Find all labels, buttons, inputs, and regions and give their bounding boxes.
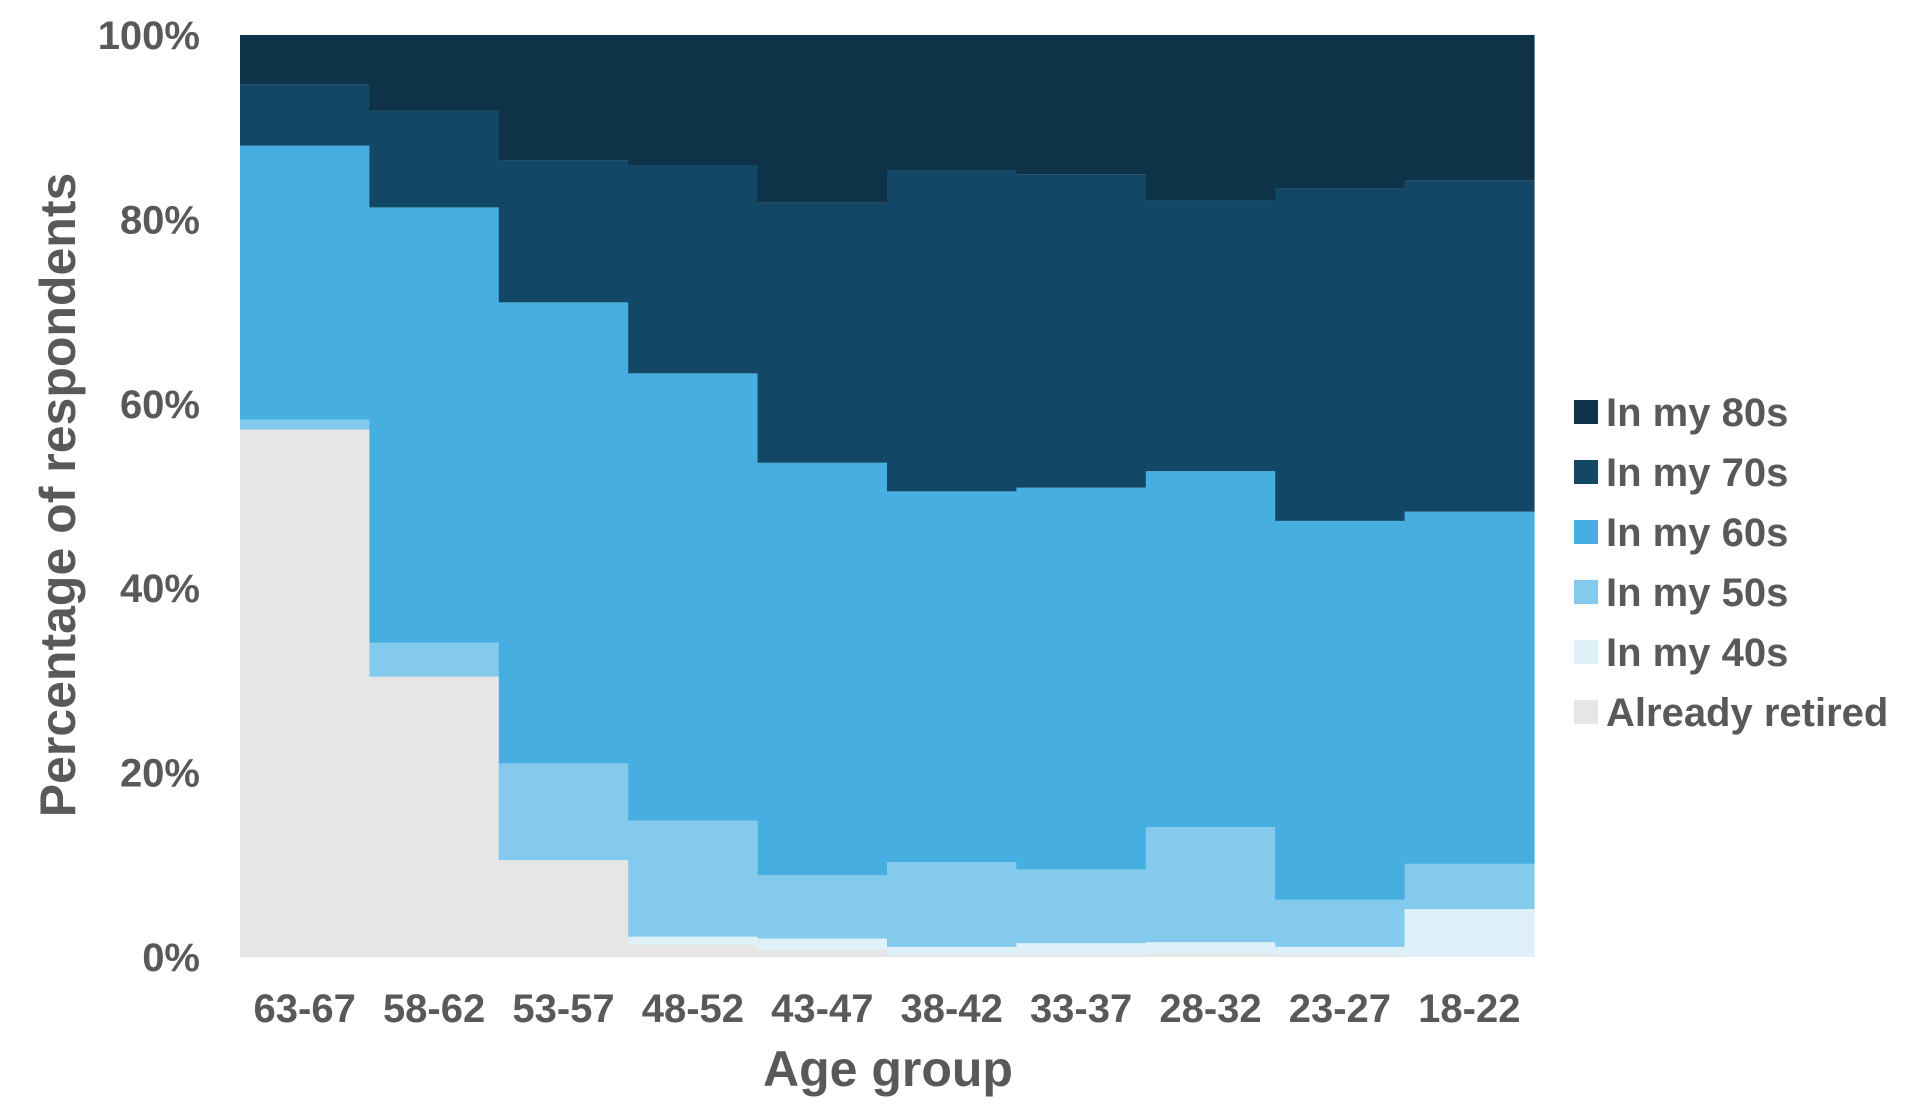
bar-segment-in-my-70s-38-42	[887, 170, 1017, 492]
legend-swatch	[1574, 400, 1598, 424]
x-tick-label: 38-42	[901, 987, 1003, 1031]
bar-segment-in-my-60s-53-57	[498, 302, 629, 764]
legend-label: In my 60s	[1606, 511, 1788, 555]
bar-segment-in-my-60s-63-67	[240, 145, 370, 420]
bar-segment-in-my-50s-58-62	[369, 642, 500, 677]
x-tick-label: 48-52	[642, 987, 744, 1031]
legend-swatch	[1574, 580, 1598, 604]
bar-segment-already-retired-28-32	[1145, 953, 1276, 957]
bar-segment-in-my-40s-38-42	[887, 946, 1017, 956]
bar-segment-in-my-60s-38-42	[887, 491, 1017, 863]
y-axis-title: Percentage of respondents	[30, 173, 86, 818]
bar-segment-in-my-80s-63-67	[240, 35, 370, 85]
x-tick-label: 23-27	[1289, 987, 1391, 1031]
bar-segment-in-my-80s-18-22	[1404, 35, 1535, 181]
bar-segment-in-my-50s-23-27	[1275, 899, 1406, 947]
legend-label: In my 40s	[1606, 631, 1788, 675]
x-tick-label: 53-57	[512, 987, 614, 1031]
y-axis-ticks: 0% 20% 40% 60% 80% 100%	[98, 14, 200, 980]
bar-segment-in-my-50s-28-32	[1145, 827, 1276, 943]
bar-segment-already-retired-43-47	[757, 949, 888, 957]
x-tick-label: 63-67	[254, 987, 356, 1031]
bar-segment-in-my-70s-33-37	[1016, 174, 1147, 488]
legend-swatch	[1574, 520, 1598, 544]
bar-segment-in-my-50s-33-37	[1016, 869, 1147, 944]
bar-segment-in-my-80s-53-57	[498, 35, 629, 161]
legend-label: In my 50s	[1606, 571, 1788, 615]
bar-segment-in-my-60s-43-47	[757, 462, 888, 875]
bar-segment-in-my-80s-28-32	[1145, 35, 1276, 201]
bar-segment-in-my-40s-48-52	[628, 936, 759, 946]
y-tick-label: 100%	[98, 14, 200, 58]
bar-segment-in-my-80s-38-42	[887, 35, 1017, 171]
x-tick-label: 33-37	[1030, 987, 1132, 1031]
bar-segment-in-my-70s-63-67	[240, 84, 370, 146]
bar-segment-in-my-40s-18-22	[1404, 909, 1535, 957]
bar-segment-in-my-70s-23-27	[1275, 188, 1406, 521]
bar-segment-already-retired-63-67	[240, 429, 370, 957]
bar-segment-in-my-50s-43-47	[757, 874, 888, 939]
bar-segment-in-my-50s-48-52	[628, 820, 759, 937]
bar-segment-in-my-40s-33-37	[1016, 943, 1147, 956]
bar-segment-in-my-60s-28-32	[1145, 471, 1276, 827]
bar-segment-in-my-80s-48-52	[628, 35, 759, 165]
bar-segment-in-my-40s-28-32	[1145, 942, 1276, 954]
bar-segment-in-my-70s-28-32	[1145, 200, 1276, 472]
bar-segment-in-my-40s-23-27	[1275, 946, 1406, 956]
y-tick-label: 80%	[120, 198, 200, 242]
legend-swatch	[1574, 460, 1598, 484]
y-tick-label: 0%	[142, 936, 200, 980]
bar-segment-in-my-60s-48-52	[628, 373, 759, 821]
legend-swatch	[1574, 640, 1598, 664]
bar-segment-in-my-80s-43-47	[757, 35, 888, 203]
bar-segment-in-my-60s-33-37	[1016, 487, 1147, 870]
legend-label: In my 70s	[1606, 451, 1788, 495]
legend: In my 80s In my 70s In my 60s In my 50s In m…	[1574, 391, 1888, 735]
x-axis-title: Age group	[763, 1041, 1013, 1097]
bar-segment-in-my-70s-48-52	[628, 165, 759, 374]
bar-segment-in-my-60s-18-22	[1404, 511, 1535, 864]
bar-segment-already-retired-33-37	[1016, 955, 1147, 957]
legend-swatch	[1574, 700, 1598, 724]
bar-segment-in-my-70s-53-57	[498, 160, 629, 303]
bar-segment-in-my-60s-58-62	[369, 207, 500, 643]
bar-segment-already-retired-48-52	[628, 945, 759, 957]
legend-label: In my 80s	[1606, 391, 1788, 435]
x-tick-label: 58-62	[383, 987, 485, 1031]
bar-segment-in-my-50s-18-22	[1404, 863, 1535, 910]
bar-segment-already-retired-58-62	[369, 676, 500, 957]
x-tick-label: 18-22	[1418, 987, 1520, 1031]
y-tick-label: 60%	[120, 383, 200, 427]
y-tick-label: 40%	[120, 567, 200, 611]
bar-segment-in-my-80s-33-37	[1016, 35, 1147, 175]
bar-segment-in-my-70s-58-62	[369, 110, 500, 208]
y-tick-label: 20%	[120, 752, 200, 796]
bars-group	[240, 35, 1535, 957]
bar-segment-already-retired-23-27	[1275, 955, 1406, 957]
bar-segment-in-my-70s-18-22	[1404, 180, 1535, 512]
bar-segment-in-my-40s-43-47	[757, 938, 888, 950]
bar-segment-in-my-80s-58-62	[369, 35, 500, 111]
x-tick-label: 43-47	[771, 987, 873, 1031]
bar-segment-in-my-70s-43-47	[757, 202, 888, 463]
bar-segment-already-retired-38-42	[887, 955, 1017, 957]
bar-segment-in-my-50s-38-42	[887, 862, 1017, 947]
bar-segment-in-my-50s-63-67	[240, 419, 370, 430]
bar-segment-in-my-60s-23-27	[1275, 520, 1406, 900]
bar-segment-already-retired-53-57	[498, 860, 629, 957]
x-tick-label: 28-32	[1159, 987, 1261, 1031]
x-axis-ticks: 63-67 58-62 53-57 48-52 43-47 38-42 33-37 28-32…	[254, 987, 1521, 1031]
bar-segment-in-my-80s-23-27	[1275, 35, 1406, 189]
legend-label: Already retired	[1606, 691, 1888, 735]
bar-segment-in-my-50s-53-57	[498, 763, 629, 861]
